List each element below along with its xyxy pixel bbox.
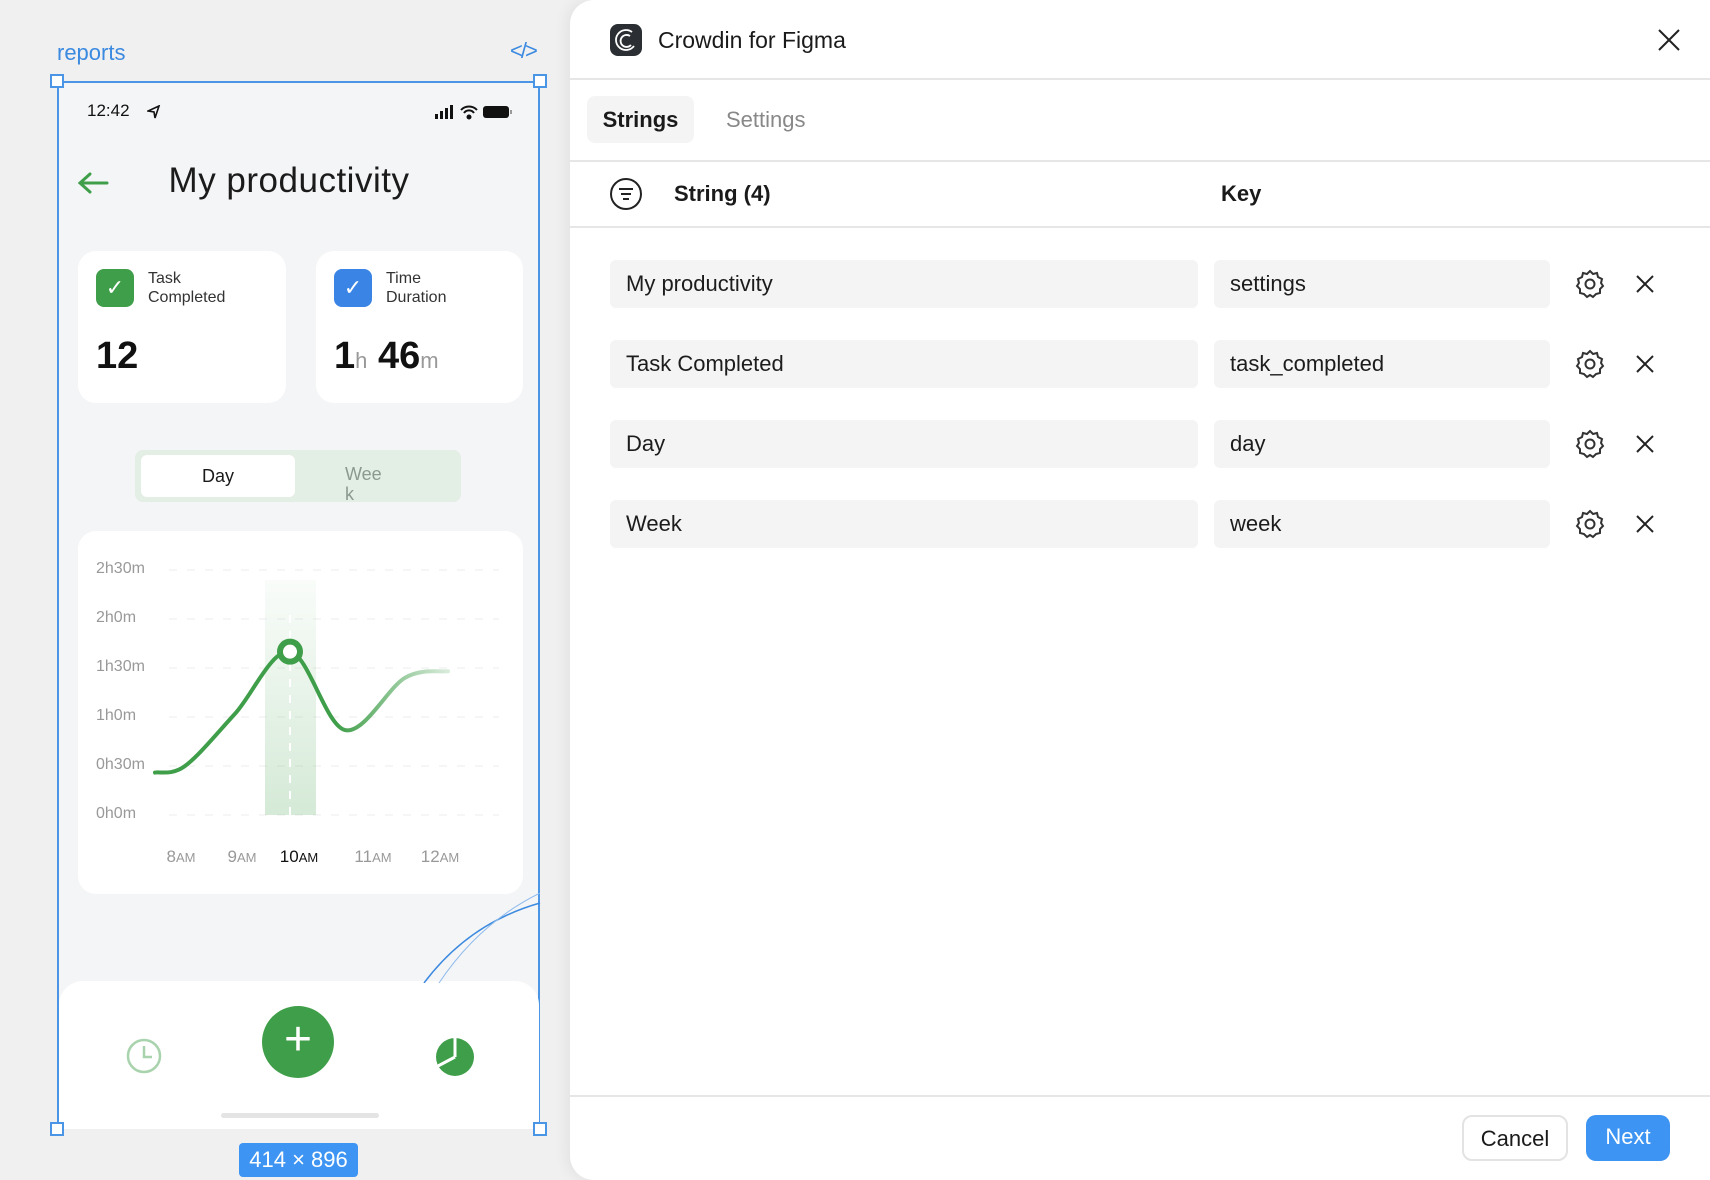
location-icon bbox=[147, 105, 161, 119]
time-duration-card[interactable]: ✓ Time Duration 1h 46m bbox=[316, 251, 523, 403]
string-input[interactable]: Task Completed bbox=[610, 340, 1198, 388]
back-arrow-icon[interactable] bbox=[77, 171, 109, 195]
y-tick-label: 0h0m bbox=[96, 805, 137, 822]
y-tick-label: 1h0m bbox=[96, 707, 137, 724]
status-time: 12:42 bbox=[87, 101, 130, 120]
battery-icon bbox=[483, 106, 512, 118]
divider bbox=[570, 1095, 1710, 1097]
home-indicator bbox=[221, 1113, 379, 1118]
status-icons bbox=[435, 105, 512, 120]
resize-handle[interactable] bbox=[533, 74, 547, 88]
key-input[interactable]: task_completed bbox=[1214, 340, 1550, 388]
y-tick-label: 2h30m bbox=[96, 560, 145, 577]
plugin-title: Crowdin for Figma bbox=[658, 27, 846, 53]
card-label: Task Completed bbox=[148, 270, 226, 306]
key-input[interactable]: settings bbox=[1214, 260, 1550, 308]
close-icon[interactable] bbox=[1657, 28, 1681, 52]
pie-chart-icon[interactable] bbox=[435, 1037, 475, 1077]
crowdin-logo-icon bbox=[610, 24, 642, 56]
bottom-nav: + bbox=[59, 981, 539, 1129]
divider bbox=[570, 160, 1710, 162]
resize-handle[interactable] bbox=[50, 74, 64, 88]
y-tick-label: 1h30m bbox=[96, 658, 145, 675]
data-point-highlighted bbox=[277, 638, 303, 665]
x-tick-label: 9AM bbox=[227, 847, 257, 866]
remove-icon[interactable] bbox=[1636, 275, 1654, 293]
check-icon: ✓ bbox=[334, 269, 372, 307]
gear-icon[interactable] bbox=[1574, 268, 1606, 300]
resize-handle[interactable] bbox=[533, 1122, 547, 1136]
cancel-button[interactable]: Cancel bbox=[1462, 1115, 1568, 1161]
card-value: 1h 46m bbox=[334, 335, 439, 377]
key-input[interactable]: day bbox=[1214, 420, 1550, 468]
productivity-chart: 0h0m 0h30m 1h0m 1h30m 2h0m 2h30m 8AM 9AM 10AM 11A… bbox=[59, 83, 542, 983]
divider bbox=[570, 78, 1710, 80]
page-title: My productivity bbox=[168, 161, 410, 200]
y-tick-label: 2h0m bbox=[96, 609, 137, 626]
key-column-header: Key bbox=[1221, 181, 1262, 206]
key-input[interactable]: week bbox=[1214, 500, 1550, 548]
x-tick-label: 12AM bbox=[420, 847, 460, 866]
gear-icon[interactable] bbox=[1574, 508, 1606, 540]
phone-frame[interactable]: 12:42 My productivity ✓ Task Completed 1… bbox=[57, 81, 542, 1129]
figma-canvas: reports </> 12:42 My productivity ✓ Task… bbox=[0, 0, 600, 1180]
next-button[interactable]: Next bbox=[1586, 1115, 1670, 1161]
wifi-icon bbox=[460, 105, 478, 120]
string-input[interactable]: My productivity bbox=[610, 260, 1198, 308]
gear-icon[interactable] bbox=[1574, 348, 1606, 380]
crowdin-plugin-panel: Crowdin for Figma Strings Settings Strin… bbox=[570, 0, 1710, 1180]
size-badge: 414 × 896 bbox=[239, 1143, 358, 1177]
gear-icon[interactable] bbox=[1574, 428, 1606, 460]
check-icon: ✓ bbox=[96, 269, 134, 307]
tab-strings[interactable]: Strings bbox=[587, 96, 694, 143]
filter-icon[interactable] bbox=[609, 177, 643, 211]
toggle-day[interactable]: Day bbox=[141, 455, 295, 497]
resize-handle[interactable] bbox=[50, 1122, 64, 1136]
tab-settings[interactable]: Settings bbox=[726, 107, 806, 132]
frame-name-label[interactable]: reports bbox=[57, 40, 126, 65]
day-week-toggle: Day Week bbox=[135, 450, 461, 504]
x-tick-label: 11AM bbox=[354, 847, 392, 866]
remove-icon[interactable] bbox=[1636, 435, 1654, 453]
x-tick-label: 10AM bbox=[279, 847, 319, 866]
signal-icon bbox=[435, 105, 453, 119]
card-value: 12 bbox=[96, 335, 139, 377]
x-tick-label: 8AM bbox=[166, 847, 196, 866]
string-column-header: String (4) bbox=[674, 181, 771, 206]
string-input[interactable]: Week bbox=[610, 500, 1198, 548]
toggle-week[interactable]: Week bbox=[345, 464, 382, 504]
divider bbox=[570, 226, 1710, 228]
remove-icon[interactable] bbox=[1636, 355, 1654, 373]
y-tick-label: 0h30m bbox=[96, 756, 145, 773]
remove-icon[interactable] bbox=[1636, 515, 1654, 533]
clock-icon[interactable] bbox=[125, 1037, 163, 1075]
code-icon[interactable]: </> bbox=[510, 38, 538, 63]
string-input[interactable]: Day bbox=[610, 420, 1198, 468]
plus-icon[interactable]: + bbox=[262, 1006, 334, 1078]
card-label: Time Duration bbox=[386, 270, 447, 306]
task-completed-card[interactable]: ✓ Task Completed 12 bbox=[78, 251, 286, 403]
